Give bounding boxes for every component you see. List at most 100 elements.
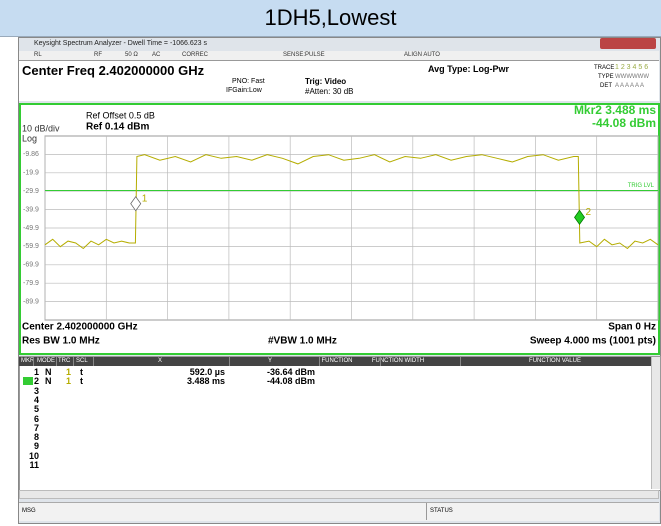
marker-label: 1 — [142, 193, 148, 204]
avg-type: Avg Type: Log-Pwr — [428, 64, 509, 74]
column-divider — [460, 357, 461, 366]
y-tick-label: -59.9 — [23, 243, 39, 250]
y-tick-label: -29.9 — [23, 188, 39, 195]
marker-number: 6 — [33, 413, 39, 424]
marker-scale: t — [80, 367, 83, 377]
toolbar-item: RF — [94, 52, 102, 58]
det-val: A A A A A A — [615, 83, 645, 89]
column-header: Y — [267, 358, 272, 364]
column-header: X — [157, 358, 162, 364]
row-highlight — [23, 377, 33, 386]
toolbar-item: SENSE:PULSE — [283, 52, 325, 58]
column-divider — [380, 357, 381, 366]
marker-number: 5 — [33, 404, 39, 415]
marker-number: 9 — [33, 441, 39, 452]
marker-number: 11 — [29, 460, 39, 470]
status-label: STATUS — [430, 508, 453, 514]
y-tick-label: -9.86 — [23, 151, 39, 158]
trace — [44, 154, 659, 250]
toolbar — [19, 51, 659, 61]
header-title: 1DH5,Lowest — [264, 5, 397, 30]
marker-number: 2 — [33, 376, 39, 387]
y-tick-label: -69.9 — [23, 262, 39, 269]
column-header: MODE — [37, 358, 55, 364]
marker-mode: N — [45, 367, 52, 377]
center: Center 2.402000000 GHz — [22, 322, 138, 333]
sweep: Sweep 4.000 ms (1001 pts) — [530, 336, 656, 347]
type-label: TYPE — [598, 74, 614, 80]
rbw: Res BW 1.0 MHz — [22, 336, 100, 347]
column-header: MKR — [21, 358, 35, 364]
v-scrollbar[interactable] — [651, 357, 660, 489]
plot-panel — [19, 103, 660, 355]
marker-number: 10 — [28, 450, 39, 461]
status-bar — [19, 502, 659, 521]
span: Span 0 Hz — [608, 322, 656, 333]
marker-number: 1 — [33, 367, 39, 377]
ifgain: IFGain:Low — [226, 87, 262, 94]
atten: #Atten: 30 dB — [305, 87, 354, 96]
marker-trace: 1 — [66, 367, 72, 377]
y-tick-label: -79.9 — [23, 280, 39, 287]
window-title: Keysight Spectrum Analyzer - Dwell Time … — [34, 40, 207, 47]
marker-x: 592.0 µs — [189, 367, 225, 377]
scale: 10 dB/div — [22, 123, 60, 133]
h-scrollbar[interactable] — [19, 490, 659, 499]
marker-mode: N — [45, 376, 52, 387]
window-buttons[interactable] — [600, 38, 656, 49]
toolbar-item: AC — [152, 52, 161, 58]
marker-number: 7 — [33, 422, 39, 433]
marker-table — [19, 356, 661, 491]
toolbar-item: 50 Ω — [125, 52, 138, 58]
settings-panel — [19, 61, 659, 101]
toolbar-item: ALIGN AUTO — [404, 52, 440, 58]
trace-label: TRACE — [594, 65, 615, 71]
column-header: SCL — [76, 358, 88, 364]
marker-readout: Mkr2 3.488 ms — [574, 103, 656, 117]
scale-type: Log — [22, 133, 37, 143]
pno: PNO: Fast — [232, 78, 265, 85]
marker — [130, 195, 142, 212]
y-tick-label: -39.9 — [23, 206, 39, 213]
det-label: DET — [600, 83, 612, 89]
ref-offset: Ref Offset 0.5 dB — [86, 110, 155, 120]
marker-number: 3 — [33, 385, 39, 396]
ref-level: Ref 0.14 dBm — [86, 122, 149, 133]
trig: Trig: Video — [305, 77, 347, 86]
column-divider — [33, 357, 34, 366]
column-divider — [93, 357, 94, 366]
marker-number: 4 — [33, 394, 39, 405]
marker-scale: t — [80, 376, 83, 387]
column-header: FUNCTION VALUE — [529, 358, 581, 364]
status-divider — [426, 503, 427, 520]
marker-readout: -44.08 dBm — [592, 116, 656, 130]
toolbar-item: CORREC — [182, 52, 209, 58]
y-tick-label: -49.9 — [23, 225, 39, 232]
marker-y: -44.08 dBm — [266, 376, 315, 387]
column-divider — [56, 357, 57, 366]
msg-label: MSG — [22, 508, 36, 514]
marker-y: -36.64 dBm — [266, 367, 315, 377]
table-header — [19, 357, 651, 366]
center-freq: Center Freq 2.402000000 GHz — [22, 63, 205, 78]
trig-level-label: TRIG LVL — [628, 183, 655, 189]
marker-trace: 1 — [66, 376, 72, 387]
marker — [574, 209, 586, 226]
y-tick-label: -19.9 — [23, 170, 39, 177]
vbw: #VBW 1.0 MHz — [268, 336, 337, 347]
column-divider — [319, 357, 320, 366]
column-header: TRC — [58, 358, 71, 364]
y-tick-label: -89.9 — [23, 298, 39, 305]
column-divider — [73, 357, 74, 366]
marker-x: 3.488 ms — [186, 376, 225, 387]
type-val: WWWWWW — [615, 74, 649, 80]
column-header: FUNCTION WIDTH — [371, 358, 425, 364]
marker-number: 8 — [33, 432, 39, 443]
column-divider — [229, 357, 230, 366]
header-bar — [0, 0, 661, 37]
toolbar-item: RL — [34, 52, 42, 58]
column-header: FUNCTION — [321, 358, 353, 364]
marker-label: 2 — [586, 207, 592, 218]
